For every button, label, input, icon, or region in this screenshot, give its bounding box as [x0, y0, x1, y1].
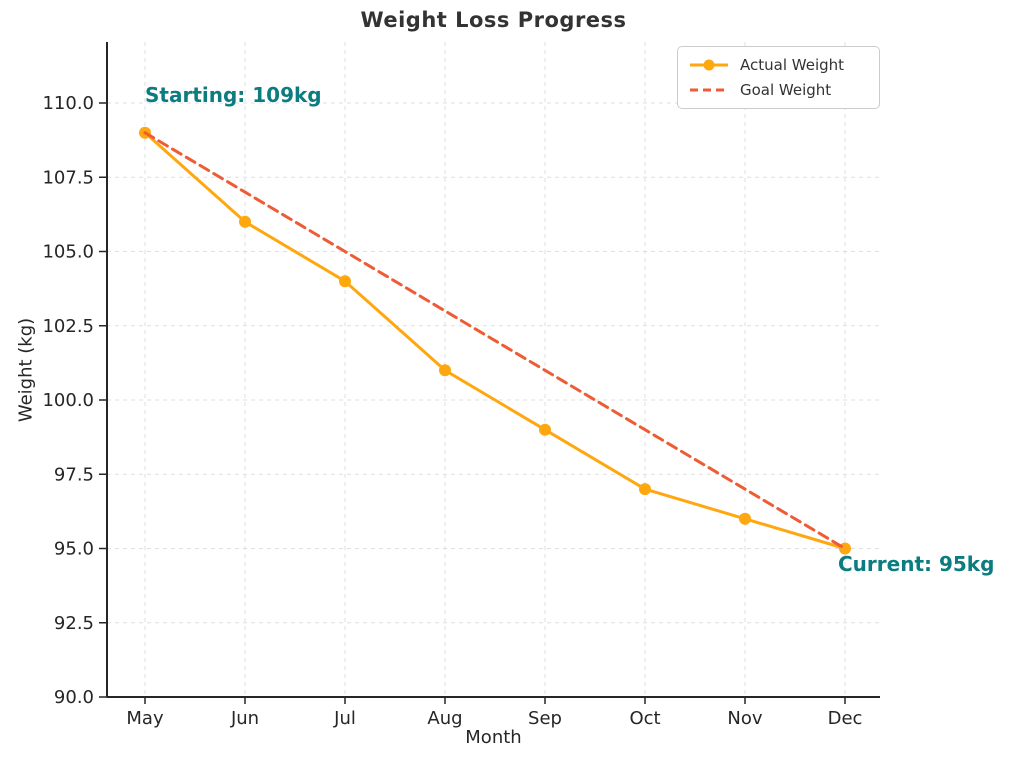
y-axis-title: Weight (kg) — [15, 317, 37, 423]
y-tick-label: 105.0 — [42, 242, 94, 263]
legend-label-goal-weight: Goal Weight — [740, 81, 832, 99]
data-point-marker — [239, 215, 251, 228]
series-line-goal-weight — [143, 131, 847, 550]
y-tick-label: 97.5 — [54, 464, 94, 485]
x-tick-label: May — [126, 708, 164, 729]
y-tick-label: 102.5 — [42, 316, 94, 337]
y-tick-label: 100.0 — [42, 390, 94, 411]
y-tick-label: 92.5 — [54, 613, 94, 634]
actual-weight-line-icon — [690, 59, 728, 71]
legend-label-actual-weight: Actual Weight — [740, 56, 845, 74]
x-tick-label: Sep — [528, 708, 562, 729]
data-point-marker — [639, 483, 651, 496]
annotation-current-weight: Current: 95kg — [838, 552, 995, 576]
x-tick-label: Nov — [727, 708, 762, 729]
x-tick-label: Aug — [427, 708, 462, 729]
legend-entry-goal-weight: Goal Weight — [688, 81, 867, 99]
y-tick-label: 90.0 — [54, 687, 94, 708]
series-line-actual-weight — [143, 131, 847, 550]
y-tick-label: 95.0 — [54, 539, 94, 560]
x-axis-title: Month — [465, 727, 522, 748]
x-tick-label: Dec — [828, 708, 863, 729]
x-tick-label: Jul — [333, 708, 356, 729]
y-tick-label: 110.0 — [42, 93, 94, 114]
legend: Actual Weight Goal Weight — [677, 46, 880, 109]
annotation-starting-weight: Starting: 109kg — [145, 83, 322, 107]
chart-title: Weight Loss Progress — [360, 8, 627, 32]
x-tick-label: Jun — [230, 708, 259, 729]
data-point-marker — [739, 512, 751, 525]
legend-entry-actual-weight: Actual Weight — [688, 56, 867, 74]
data-point-marker — [439, 364, 451, 377]
data-point-marker — [339, 275, 351, 288]
goal-weight-dashed-line-icon — [690, 88, 728, 92]
y-tick-label: 107.5 — [42, 167, 94, 188]
x-tick-label: Oct — [629, 708, 660, 729]
data-point-marker — [539, 423, 551, 436]
